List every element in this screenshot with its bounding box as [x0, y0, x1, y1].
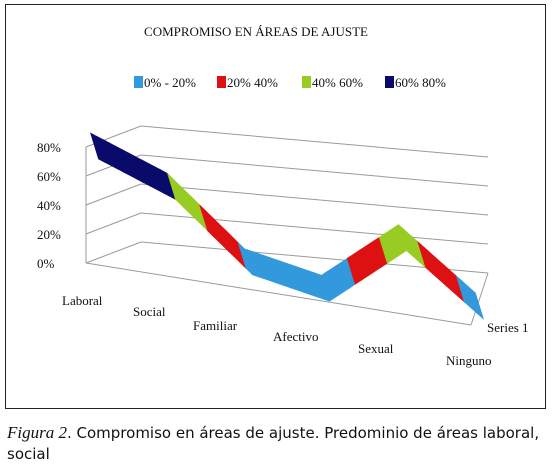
legend-label: 0% - 20% [144, 75, 196, 90]
legend-swatch [134, 76, 143, 88]
y-tick-label: 60% [37, 169, 61, 184]
grid [85, 125, 489, 326]
chart-title: COMPROMISO EN ÁREAS DE AJUSTE [144, 24, 368, 39]
y-tick-label: 80% [37, 140, 61, 155]
legend-label: 60% 80% [395, 75, 446, 90]
gridline [140, 154, 489, 187]
x-tick-label: Familiar [193, 318, 238, 333]
chart-svg: COMPROMISO EN ÁREAS DE AJUSTE 0% - 20% 20… [37, 24, 529, 368]
chart-frame: COMPROMISO EN ÁREAS DE AJUSTE 0% - 20% 20… [5, 4, 546, 409]
y-tick-label: 20% [37, 227, 61, 242]
x-axis: Laboral Social Familiar Afectivo Sexual Ningu… [62, 293, 492, 368]
side-gridline [85, 241, 142, 264]
x-tick-label: Sexual [358, 341, 394, 356]
y-tick-label: 40% [37, 198, 61, 213]
legend-label: 20% 40% [227, 75, 278, 90]
x-tick-label: Afectivo [273, 329, 318, 344]
surface [89, 132, 485, 320]
depth-axis-label: Series 1 [487, 320, 529, 335]
x-tick-label: Ninguno [446, 353, 492, 368]
legend-swatch [217, 76, 226, 88]
legend-swatch [302, 76, 311, 88]
side-gridline [85, 212, 142, 235]
gridline [140, 212, 489, 245]
x-tick-label: Social [133, 304, 166, 319]
legend: 0% - 20% 20% 40% 40% 60% 60% 80% [134, 75, 446, 90]
gridline [140, 183, 489, 216]
side-gridline [85, 183, 142, 206]
figure-label: Figura 2 [7, 423, 67, 442]
x-tick-label: Laboral [62, 293, 103, 308]
legend-swatch [385, 76, 394, 88]
legend-label: 40% 60% [312, 75, 363, 90]
gridline [140, 125, 489, 158]
floor-front-edge [85, 262, 472, 326]
figure-caption: Figura 2. Compromiso en áreas de ajuste.… [7, 422, 552, 465]
caption-text: . Compromiso en áreas de ajuste. Predomi… [7, 424, 540, 463]
y-axis: 0% 20% 40% 60% 80% [37, 140, 61, 271]
floor-right-edge [470, 272, 489, 326]
y-tick-label: 0% [37, 256, 55, 271]
surface-band [468, 286, 485, 320]
